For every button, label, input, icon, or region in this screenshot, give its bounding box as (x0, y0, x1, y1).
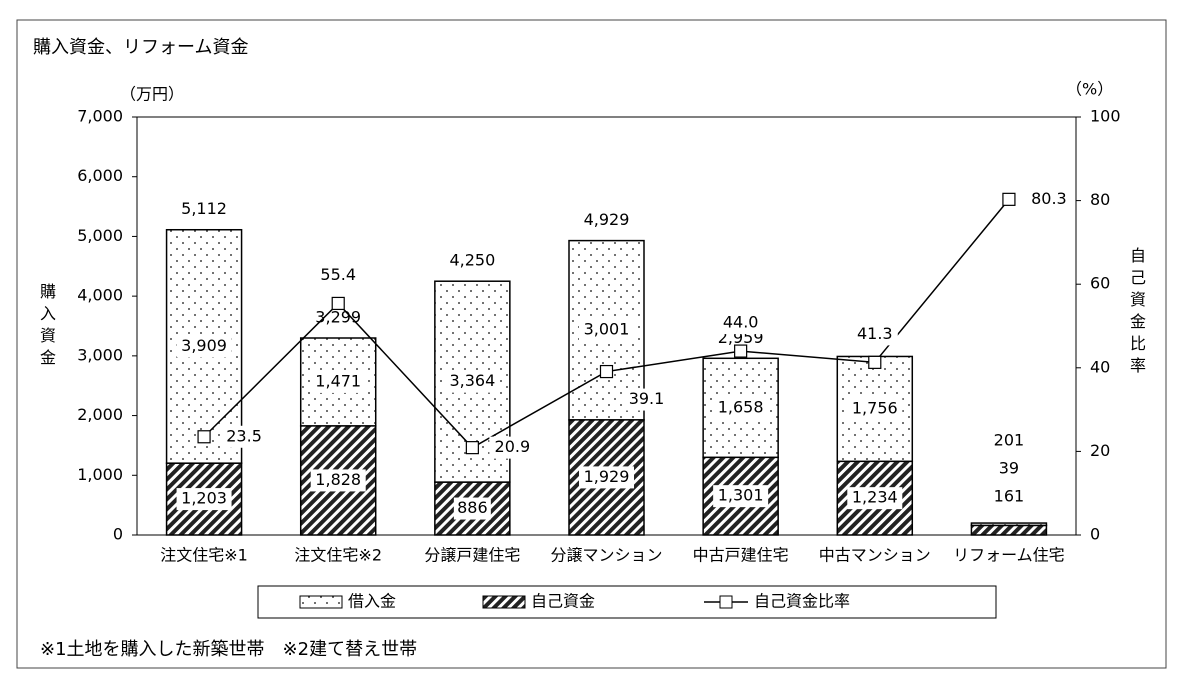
legend-swatch (482, 595, 526, 609)
y2-tick-label: 40 (1090, 357, 1110, 376)
segment-label: 1,756 (852, 398, 898, 417)
segment-label-bg (579, 319, 634, 342)
ratio-marker (599, 364, 614, 379)
segment-label-bg (444, 370, 500, 393)
ratio-marker (465, 441, 479, 455)
legend-label: 自己資金 (531, 592, 595, 611)
y-tick-label: 2,000 (77, 405, 123, 424)
ratio-label: 44.0 (723, 313, 759, 332)
segment-label-bg (453, 497, 491, 520)
ratio-label-bg (489, 436, 536, 459)
y-tick-label: 7,000 (77, 107, 123, 126)
legend-swatch (299, 595, 343, 609)
y2-unit: （%） (1066, 80, 1113, 99)
segment-label-bg (713, 396, 769, 419)
ratio-label-bg (221, 425, 268, 448)
ratio-marker (734, 344, 748, 358)
ratio-label: 39.1 (629, 389, 665, 408)
ratio-label: 80.3 (1031, 189, 1067, 208)
frame (16, 19, 1167, 669)
y-tick-label: 1,000 (77, 465, 123, 484)
ratio-marker (197, 430, 211, 444)
segment-label-bg (176, 488, 232, 511)
total-label: 201 (994, 431, 1025, 450)
segment-label: 1,471 (315, 371, 361, 390)
y-unit: （万円） (120, 85, 184, 104)
ratio-label: 55.4 (320, 265, 356, 284)
y2-tick-label: 80 (1090, 190, 1110, 209)
chart-title: 購入資金、リフォーム資金 (33, 37, 248, 58)
y-tick-label: 4,000 (77, 286, 123, 305)
segment-label-bg (713, 485, 769, 508)
ratio-label-bg (623, 388, 670, 411)
segment-label: 39 (999, 459, 1019, 478)
segment-label: 1,828 (315, 470, 361, 489)
segment-label-bg (310, 370, 366, 393)
ratio-label-bg (1025, 188, 1072, 211)
x-tick-label: 注文住宅※1 (160, 546, 248, 565)
ratio-marker (868, 355, 882, 369)
x-tick-label: 中古戸建住宅 (693, 546, 789, 565)
legend-swatch (719, 595, 733, 609)
segment-label: 1,301 (718, 486, 764, 505)
y-tick-label: 6,000 (77, 166, 123, 185)
segment-label-bg (176, 335, 232, 358)
ratio-marker (1002, 192, 1016, 206)
y-tick-label: 0 (113, 525, 123, 544)
y2-tick-label: 0 (1090, 525, 1100, 544)
ratio-label-bg (851, 323, 898, 346)
legend-label: 借入金 (348, 592, 396, 611)
y-tick-label: 5,000 (77, 226, 123, 245)
y-tick-label: 3,000 (77, 345, 123, 364)
x-tick-label: リフォーム住宅 (953, 546, 1065, 565)
footnote: ※1土地を購入した新築世帯 ※2建て替え世帯 (40, 639, 417, 660)
bar-segment (970, 522, 1048, 527)
legend-label: 自己資金比率 (754, 592, 850, 611)
legend-box (257, 585, 997, 619)
segment-label: 1,929 (584, 467, 630, 486)
y2-tick-label: 60 (1090, 274, 1110, 293)
segment-label: 1,658 (718, 397, 764, 416)
segment-label-bg (579, 466, 634, 489)
y2-tick-label: 20 (1090, 441, 1110, 460)
bar-segment (970, 524, 1048, 536)
total-label: 3,299 (315, 308, 361, 327)
x-tick-label: 分譲マンション (550, 546, 662, 565)
x-tick-label: 注文住宅※2 (294, 546, 382, 565)
total-label: 5,112 (181, 199, 227, 218)
segment-label-bg (847, 397, 903, 420)
y2-tick-label: 100 (1090, 107, 1121, 126)
ratio-label: 23.5 (226, 426, 262, 445)
ratio-marker (331, 296, 345, 311)
y-axis-title: 購入資金 (40, 282, 56, 367)
segment-label: 3,909 (181, 336, 227, 355)
segment-label: 1,203 (181, 489, 227, 508)
segment-label-bg (847, 487, 903, 510)
ratio-label: 20.9 (495, 437, 531, 456)
segment-label: 1,234 (852, 488, 898, 507)
segment-label: 3,364 (449, 371, 495, 390)
y2-axis-title: 自己資金比率 (1130, 246, 1146, 375)
segment-label: 3,001 (584, 320, 630, 339)
x-tick-label: 分譲戸建住宅 (424, 546, 520, 565)
segment-label: 886 (457, 498, 488, 517)
ratio-label-bg (717, 312, 764, 335)
x-tick-label: 中古マンション (819, 546, 931, 565)
segment-label-bg (310, 469, 366, 492)
total-label: 4,250 (449, 251, 495, 270)
segment-label: 161 (994, 487, 1025, 506)
ratio-label-bg (315, 264, 362, 287)
total-label: 4,929 (584, 210, 630, 229)
ratio-label: 41.3 (857, 324, 893, 343)
